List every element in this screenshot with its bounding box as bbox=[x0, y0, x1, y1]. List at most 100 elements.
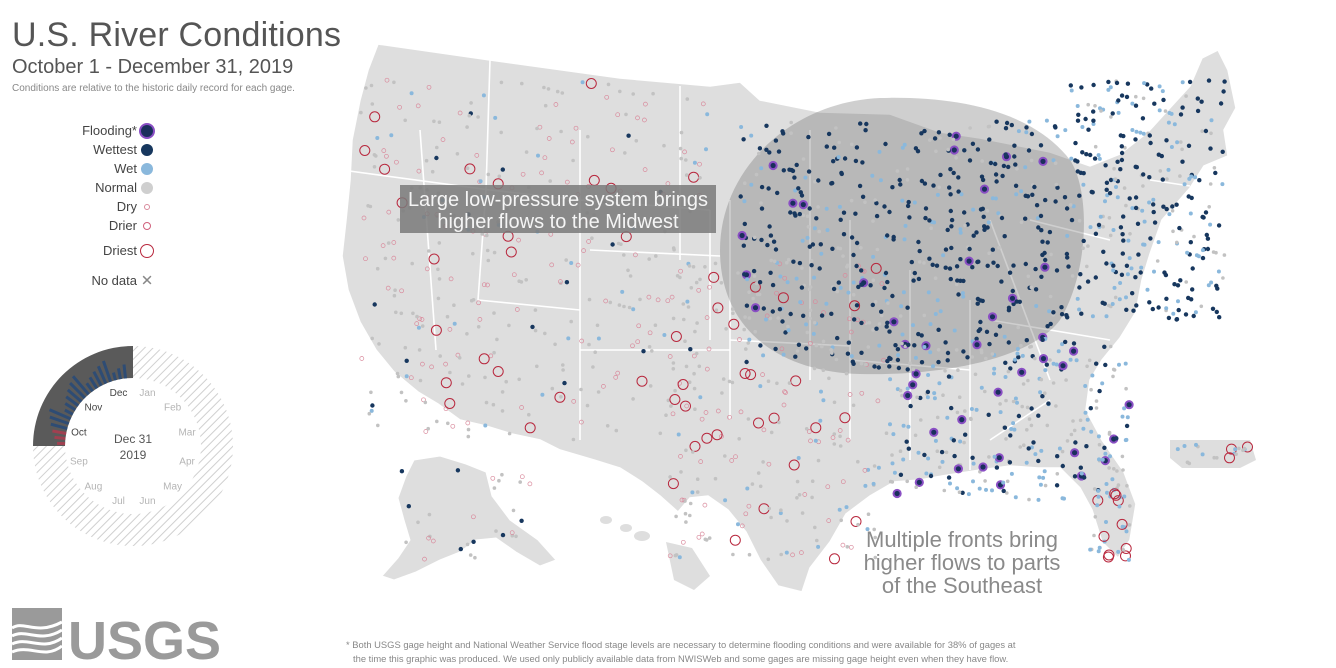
gage-dot-wettest bbox=[1073, 158, 1078, 163]
gage-dot-wet bbox=[739, 125, 744, 129]
gage-dot-wet bbox=[905, 386, 910, 391]
gage-dot-wettest bbox=[883, 141, 888, 147]
gage-dot-wet bbox=[1079, 471, 1084, 476]
gage-dot-normal bbox=[1211, 250, 1216, 254]
gage-dot-wet bbox=[971, 207, 976, 212]
clock-bar bbox=[49, 415, 70, 426]
gage-dot-normal bbox=[866, 512, 871, 516]
gage-dot-normal bbox=[753, 329, 757, 334]
gage-dot-wettest bbox=[904, 439, 909, 444]
gage-dot-dry bbox=[633, 252, 638, 258]
gage-dot-normal bbox=[1124, 203, 1128, 208]
gage-dot-wet bbox=[1085, 417, 1090, 422]
gage-dot-normal bbox=[1116, 483, 1121, 487]
footnote-line1: * Both USGS gage height and National Wea… bbox=[346, 639, 1016, 650]
gage-dot-dry bbox=[573, 125, 579, 131]
gage-dot-wettest bbox=[1214, 309, 1219, 315]
gage-dot-normal bbox=[757, 292, 762, 297]
gage-dot-wet bbox=[566, 336, 571, 341]
gage-dot-normal bbox=[951, 137, 956, 142]
gage-dot-normal bbox=[867, 320, 872, 325]
gage-dot-normal bbox=[1093, 515, 1098, 519]
gage-dot-wettest bbox=[979, 174, 985, 179]
gage-dot-wet bbox=[1117, 297, 1122, 302]
gage-dot-wet bbox=[1071, 204, 1076, 209]
gage-dot-wet bbox=[1122, 494, 1127, 499]
gage-dot-wettest bbox=[1114, 436, 1119, 441]
gage-dot-wettest bbox=[956, 189, 961, 194]
gage-dot-flooding bbox=[903, 390, 913, 401]
gage-dot-normal bbox=[970, 355, 975, 359]
gage-dot-wet bbox=[778, 511, 783, 516]
gage-dot-normal bbox=[638, 297, 642, 302]
gage-dot-wet bbox=[838, 285, 843, 290]
gage-dot-wettest bbox=[759, 184, 765, 190]
gage-dot-wettest bbox=[1147, 175, 1152, 180]
gage-dot-wettest bbox=[1187, 79, 1193, 85]
gage-dot-wet bbox=[1083, 410, 1088, 415]
gage-dot-wettest bbox=[922, 452, 927, 458]
gage-dot-wettest bbox=[967, 246, 972, 252]
gage-dot-wettest bbox=[1199, 99, 1204, 104]
gage-dot-dry bbox=[669, 294, 675, 300]
gage-dot-dry bbox=[546, 136, 552, 141]
gage-dot-dry bbox=[630, 343, 635, 349]
gage-dot-dry bbox=[782, 389, 787, 395]
gage-dot-dry bbox=[394, 159, 399, 165]
gage-dot-wettest bbox=[1040, 252, 1045, 258]
gage-dot-driest bbox=[524, 422, 536, 434]
gage-dot-normal bbox=[376, 423, 380, 428]
gage-dot-wet bbox=[1157, 84, 1162, 89]
gage-dot-normal bbox=[1171, 229, 1175, 234]
gage-dot-wet bbox=[404, 374, 409, 379]
gage-dot-wettest bbox=[781, 168, 786, 173]
gage-dot-wettest bbox=[860, 194, 866, 199]
gage-dot-wet bbox=[794, 276, 799, 281]
gage-dot-normal bbox=[1178, 174, 1182, 178]
gage-dot-wettest bbox=[870, 302, 875, 308]
gage-dot-wettest bbox=[1062, 195, 1068, 200]
gage-dot-wet bbox=[1189, 174, 1194, 179]
gage-dot-wettest bbox=[954, 264, 960, 269]
gage-dot-wet bbox=[849, 354, 854, 359]
gage-dot-normal bbox=[1115, 469, 1119, 473]
gage-dot-normal bbox=[648, 384, 653, 388]
gage-dot-normal bbox=[856, 459, 860, 464]
gage-dot-normal bbox=[872, 527, 876, 532]
gage-dot-wet bbox=[1193, 175, 1198, 180]
gage-dot-normal bbox=[769, 515, 773, 520]
gage-dot-normal bbox=[679, 470, 683, 474]
gage-dot-wettest bbox=[994, 179, 999, 184]
gage-dot-normal bbox=[968, 416, 973, 421]
gage-dot-wet bbox=[837, 204, 842, 209]
gage-dot-normal bbox=[1120, 454, 1125, 459]
clock-bar bbox=[69, 382, 86, 399]
gage-dot-wet bbox=[1126, 238, 1131, 243]
gage-dot-wettest bbox=[1032, 184, 1037, 190]
gage-dot-wet bbox=[1182, 444, 1187, 448]
gage-dot-wettest bbox=[626, 133, 631, 138]
gage-dot-wettest bbox=[1091, 82, 1096, 88]
gage-dot-normal bbox=[1069, 432, 1074, 437]
gage-dot-wettest bbox=[797, 260, 803, 266]
gage-dot-normal bbox=[775, 381, 779, 386]
legend-item-flooding: Flooding* bbox=[60, 122, 170, 141]
gage-dot-wet bbox=[1088, 547, 1093, 552]
gage-dot-wettest bbox=[956, 175, 961, 180]
gage-dot-normal bbox=[1192, 234, 1196, 239]
gage-dot-normal bbox=[415, 314, 419, 319]
gage-dot-wettest bbox=[1033, 266, 1038, 272]
gage-dot-wet bbox=[870, 173, 875, 178]
gage-dot-driest bbox=[689, 440, 701, 452]
gage-dot-wet bbox=[931, 364, 935, 369]
gage-dot-wettest bbox=[970, 265, 975, 270]
gage-dot-wettest bbox=[1120, 251, 1125, 256]
gage-dot-dry bbox=[553, 102, 559, 107]
gage-dot-wettest bbox=[796, 342, 802, 347]
gage-dot-wet bbox=[876, 465, 881, 470]
gage-dot-normal bbox=[511, 508, 516, 513]
gage-dot-wettest bbox=[963, 432, 968, 437]
gage-dot-dry bbox=[490, 475, 496, 481]
gage-dot-wettest bbox=[874, 326, 879, 331]
wettest-symbol-icon bbox=[141, 144, 153, 156]
